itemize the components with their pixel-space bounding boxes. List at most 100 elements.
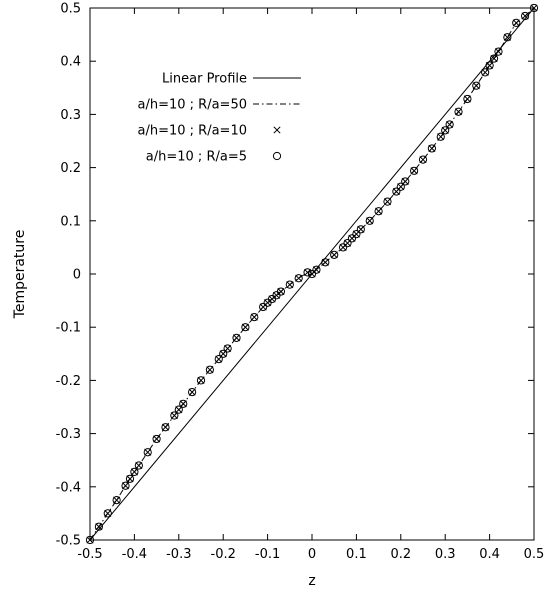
cross-marker [494, 48, 503, 56]
x-axis-label: z [308, 573, 315, 589]
circle-marker [441, 126, 450, 135]
circle-marker [112, 496, 121, 505]
circle-marker [232, 333, 241, 342]
circle-marker [196, 376, 206, 385]
x-tick-label: -0.5 [77, 547, 102, 562]
y-tick-label: -0.3 [56, 427, 81, 442]
y-tick-label: -0.1 [56, 321, 81, 336]
circle-marker [143, 448, 152, 457]
legend-label: a/h=10 ; R/a=10 [138, 124, 247, 139]
cross-marker [312, 266, 320, 274]
circle-marker [352, 230, 361, 239]
circle-marker [489, 54, 499, 63]
legend-label: Linear Profile [162, 72, 247, 87]
cross-marker [121, 482, 130, 490]
cross-marker [486, 61, 494, 70]
y-tick-label: 0.2 [60, 161, 81, 176]
circle-marker [436, 132, 445, 141]
legend-label: a/h=10 ; R/a=5 [146, 150, 247, 165]
plot-frame [89, 7, 535, 541]
circle-marker [472, 81, 481, 90]
circle-marker [512, 18, 521, 27]
cross-marker [175, 406, 183, 414]
circle-marker [214, 355, 223, 364]
circle-marker [321, 258, 330, 267]
circle-marker [223, 344, 232, 353]
circle-marker [356, 225, 365, 234]
circle-marker [259, 302, 268, 312]
cross-marker [113, 496, 121, 504]
cross-marker [321, 258, 329, 266]
y-tick-label: 0 [73, 268, 81, 283]
circle-marker [365, 216, 374, 225]
cross-marker [521, 12, 529, 20]
circle-marker [103, 509, 112, 518]
cross-marker [503, 33, 511, 41]
cross-marker [277, 288, 285, 296]
cross-marker [437, 133, 445, 141]
y-tick-label: 0.3 [60, 108, 81, 123]
circle-marker [307, 269, 317, 279]
cross-marker [410, 167, 418, 175]
circle-marker [121, 481, 130, 490]
legend: Linear Profile a/h=10 ; R/a=50 a/h=10 ; R/… [138, 72, 301, 165]
cross-marker [250, 313, 258, 321]
cross-marker [383, 198, 392, 206]
circle-marker [383, 197, 392, 206]
cross-marker [232, 334, 241, 342]
legend-label: a/h=10 ; R/a=50 [138, 98, 247, 113]
cross-marker [330, 251, 338, 259]
circle-marker [454, 107, 463, 116]
circle-marker [494, 47, 503, 56]
circle-marker [427, 144, 436, 153]
x-tick-label: -0.1 [255, 547, 280, 562]
circle-marker [303, 268, 312, 277]
x-tick-label: -0.3 [166, 547, 191, 562]
circle-marker [463, 94, 472, 104]
cross-marker [188, 388, 196, 396]
cross-marker [512, 19, 520, 27]
circle-marker [285, 280, 294, 289]
cross-marker [304, 268, 312, 276]
cross-marker [153, 435, 161, 443]
circle-marker [174, 405, 183, 414]
circle-marker [374, 207, 383, 216]
y-tick-label: 0.4 [60, 55, 81, 70]
cross-marker [179, 400, 187, 408]
cross-marker [144, 448, 152, 456]
cross-marker [419, 156, 427, 164]
cross-marker [375, 207, 383, 215]
cross-marker [286, 281, 294, 289]
circle-marker [481, 68, 490, 77]
circle-marker [343, 239, 352, 248]
cross-marker [268, 295, 276, 303]
circle-marker [521, 11, 530, 21]
cross-marker [481, 68, 489, 76]
y-tick-label: -0.4 [56, 480, 81, 495]
cross-marker [446, 120, 454, 129]
cross-marker [241, 323, 249, 331]
cross-marker [104, 509, 112, 517]
tick-labels: -0.5 -0.4 -0.3 -0.2 -0.1 0 0.1 0.2 0.3 0.4 0.5 -0.5… [56, 2, 544, 563]
circle-marker [330, 250, 339, 259]
circle-marker [485, 61, 494, 70]
cross-marker [272, 291, 281, 299]
circle-marker [503, 33, 512, 42]
circle-marker [205, 365, 214, 374]
cross-marker [135, 461, 143, 470]
legend-sample-circle [272, 151, 282, 161]
cross-marker [295, 274, 303, 282]
cross-marker [366, 217, 374, 225]
circle-marker [94, 522, 103, 531]
circle-marker [276, 287, 286, 296]
cross-marker [206, 366, 214, 374]
cross-marker [463, 95, 471, 103]
cross-marker [130, 468, 138, 476]
circle-marker [179, 399, 188, 408]
circle-marker [170, 411, 179, 420]
legend-sample-cross [273, 126, 281, 134]
y-axis-label: Temperature [12, 230, 28, 320]
y-tick-label: 0.1 [60, 214, 81, 229]
cross-marker [161, 423, 170, 431]
